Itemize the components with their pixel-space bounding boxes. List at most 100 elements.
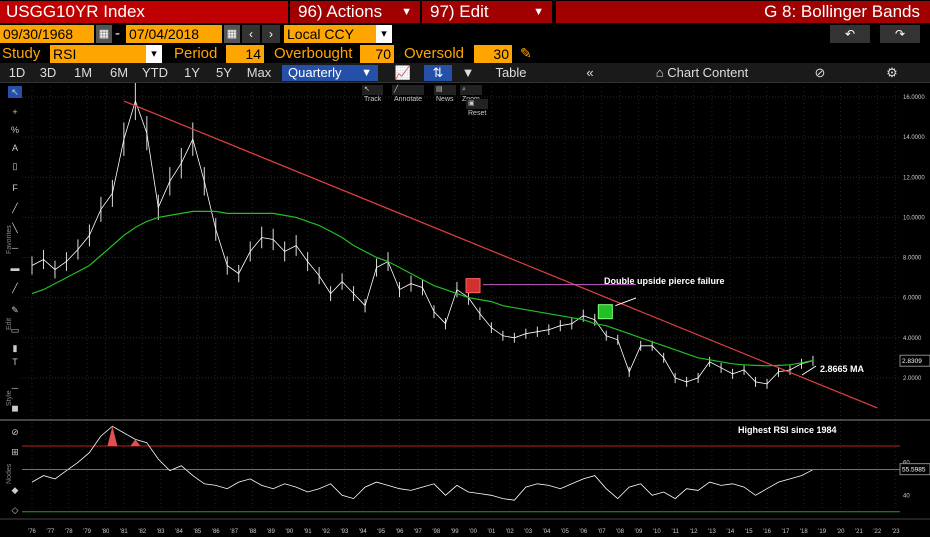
y-tick-label: 10.0000 (903, 215, 925, 221)
x-tick-label: '94 (359, 529, 367, 535)
news-button[interactable]: ▤ News (434, 85, 456, 103)
study-select[interactable]: RSI (50, 45, 146, 63)
x-tick-label: '22 (873, 529, 881, 535)
frequency-select[interactable]: Quarterly ▼ (282, 65, 378, 81)
eraser-icon[interactable]: ▭ (10, 325, 20, 335)
next-period-button[interactable]: › (262, 25, 280, 43)
prev-period-button[interactable]: ‹ (242, 25, 260, 43)
zoom-button[interactable]: ⌕ Zoom (460, 85, 482, 103)
tab-3d[interactable]: 3D (39, 65, 57, 80)
x-tick-label: '91 (304, 529, 312, 535)
node-add-icon[interactable]: ◆ (11, 485, 19, 495)
date-range-bar: 09/30/1968 ▦ - 07/04/2018 ▦ ‹ › Local CC… (0, 24, 930, 44)
hline-tool-icon[interactable]: ─ (11, 243, 19, 253)
note-icon[interactable]: ▯ (12, 161, 18, 171)
ticker-field[interactable]: USGG10YR Index (0, 1, 288, 23)
node-icon[interactable]: ⊞ (11, 447, 19, 457)
channel-tool-icon[interactable]: ▬ (10, 263, 20, 273)
crosshair-icon[interactable]: + (12, 107, 18, 117)
pencil-icon[interactable]: ✎ (11, 305, 19, 315)
calendar-icon[interactable]: ▦ (96, 25, 112, 43)
x-tick-label: '12 (690, 529, 698, 535)
actions-menu[interactable]: 96) Actions ▼ (290, 1, 420, 23)
compare-icon[interactable]: ⇅ (424, 65, 452, 81)
annotation-pointer (615, 297, 637, 307)
x-tick-label: '97 (414, 529, 422, 535)
annotate-icon: ╱ (394, 86, 399, 93)
tab-ytd[interactable]: YTD (142, 65, 168, 80)
ray-tool-icon[interactable]: ╲ (12, 223, 18, 233)
line-style-icon[interactable]: ─ (11, 383, 19, 393)
annotate-button[interactable]: ╱ Annotate (392, 85, 425, 103)
cursor-icon[interactable]: ↖ (8, 86, 22, 98)
overbought-input[interactable]: 70 (360, 45, 394, 63)
tab-6m[interactable]: 6M (109, 65, 129, 80)
end-date-input[interactable]: 07/04/2018 (126, 25, 222, 43)
y-tick-label: 8.0000 (903, 256, 922, 262)
tab-1m[interactable]: 1M (73, 65, 93, 80)
pencil-icon[interactable]: ✎ (520, 45, 532, 61)
calendar-icon[interactable]: ▦ (224, 25, 240, 43)
ma-annotation: 2.8665 MA (820, 364, 865, 374)
annotate-label: Annotate (394, 96, 423, 103)
x-tick-label: '07 (598, 529, 606, 535)
x-tick-label: '93 (340, 529, 348, 535)
percent-icon[interactable]: % (10, 125, 19, 135)
x-tick-label: '87 (230, 529, 238, 535)
reset-label: Reset (468, 110, 487, 117)
x-tick-label: '81 (120, 529, 128, 535)
edit-menu[interactable]: 97) Edit ▼ (422, 1, 552, 23)
trend-tool-icon[interactable]: ╱ (12, 283, 18, 293)
y-tick-label: 4.0000 (903, 336, 922, 342)
x-tick-label: '15 (745, 529, 753, 535)
text-icon[interactable]: A (11, 143, 18, 153)
edit-label: 97) Edit (430, 2, 489, 21)
x-tick-label: '83 (157, 529, 165, 535)
tab-1y[interactable]: 1Y (184, 65, 200, 80)
x-tick-label: '17 (781, 529, 789, 535)
header-bar: USGG10YR Index 96) Actions ▼ 97) Edit ▼ … (0, 0, 930, 24)
tab-5y[interactable]: 5Y (216, 65, 232, 80)
x-tick-label: '19 (818, 529, 826, 535)
chevron-down-icon[interactable]: ▾ (146, 45, 162, 63)
actions-label: 96) Actions (298, 2, 383, 21)
color-icon[interactable]: ◼ (11, 403, 19, 413)
price-chart[interactable]: 16.0000 14.0000 12.0000 10.0000 8.0000 6.0000… (0, 83, 930, 537)
rsi-last-value-label: 55.5985 (902, 467, 926, 474)
edit-icon[interactable]: ⊘ (814, 65, 826, 80)
x-tick-label: '13 (708, 529, 716, 535)
chart-content-icon: ⌂ (655, 65, 664, 80)
x-tick-label: '18 (800, 529, 808, 535)
table-button[interactable]: Table (495, 65, 527, 80)
track-button[interactable]: ↖ Track (362, 85, 384, 103)
x-tick-label: '82 (138, 529, 146, 535)
trash-icon[interactable]: ▮ (12, 343, 18, 353)
undo-button[interactable]: ↶ (830, 25, 870, 43)
currency-select[interactable]: Local CCY (284, 25, 376, 43)
tab-1d[interactable]: 1D (8, 65, 26, 80)
chevron-down-icon[interactable]: ▼ (461, 65, 475, 80)
gear-icon[interactable]: ⚙ (886, 65, 898, 80)
line-tool-icon[interactable]: ╱ (12, 203, 18, 213)
collapse-icon[interactable]: « (586, 65, 594, 80)
reset-button[interactable]: ▣ Reset (466, 99, 489, 117)
tab-max[interactable]: Max (246, 65, 272, 80)
start-date-input[interactable]: 09/30/1968 (0, 25, 94, 43)
x-tick-label: '89 (267, 529, 275, 535)
x-tick-label: '14 (726, 529, 734, 535)
node-remove-icon[interactable]: ◇ (11, 505, 19, 515)
chevron-down-icon: ▼ (361, 67, 372, 79)
chart-content-button[interactable]: ⌂ Chart Content (644, 65, 760, 81)
x-tick-label: '11 (671, 529, 679, 535)
chevron-down-icon[interactable]: ▾ (376, 25, 392, 43)
nodes-side-label: Nodes (6, 463, 13, 484)
x-tick-label: '80 (102, 529, 110, 535)
oversold-input[interactable]: 30 (474, 45, 512, 63)
line-chart-icon[interactable]: 📈 (394, 65, 412, 80)
text-style-icon[interactable]: T (12, 357, 18, 367)
pierce-marker-red (465, 278, 481, 294)
link-icon[interactable]: ⊘ (11, 427, 19, 437)
redo-button[interactable]: ↷ (880, 25, 920, 43)
fib-icon[interactable]: F (12, 183, 18, 193)
period-input[interactable]: 14 (226, 45, 264, 63)
